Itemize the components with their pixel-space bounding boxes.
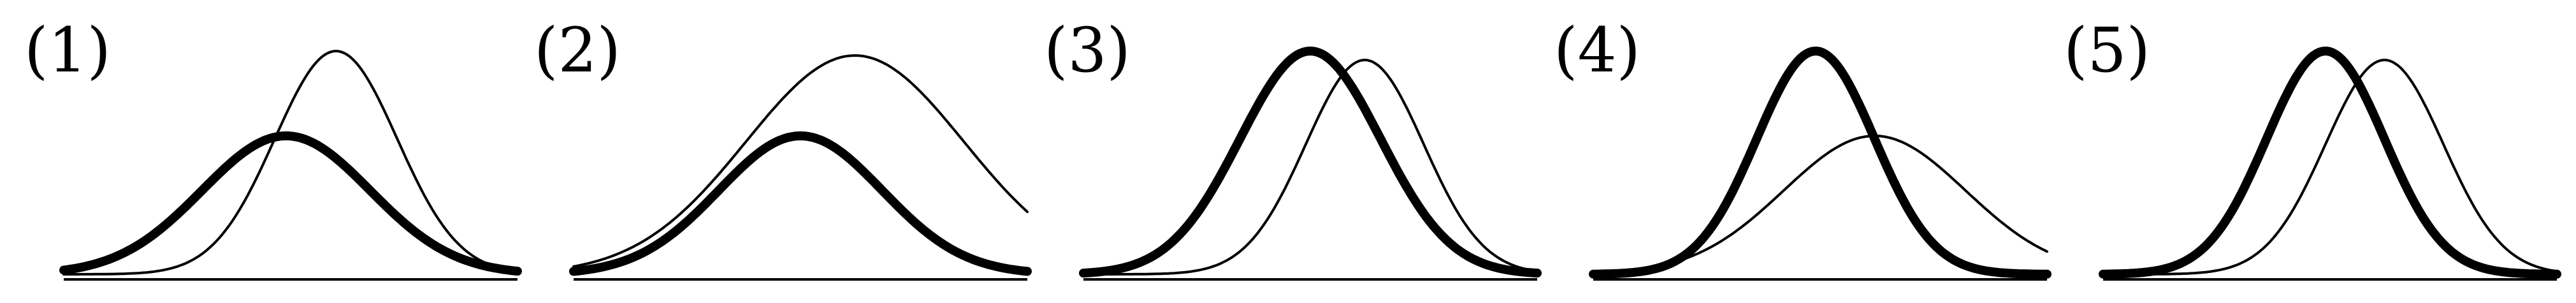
panel-2-thin-curve	[572, 54, 1029, 268]
panel-4-label: (4)	[1554, 15, 1640, 86]
panel-2-label: (2)	[534, 15, 621, 86]
panel-5: (5)	[2064, 15, 2561, 281]
panel-1-thick-curve	[59, 131, 522, 276]
panel-3-thick-curve	[1079, 47, 1542, 278]
panel-4-thick-curve	[1589, 47, 2051, 279]
panel-3: (3)	[1044, 15, 1542, 281]
panel-5-thick-curve	[2099, 47, 2561, 279]
panel-3-thin-curve	[1082, 59, 1538, 276]
panel-1: (1)	[24, 15, 522, 281]
panel-4: (4)	[1554, 15, 2051, 281]
panel-4-thin-curve	[1592, 135, 2048, 275]
panel-2-thick-curve	[569, 131, 1032, 276]
panel-2: (2)	[534, 15, 1032, 281]
panel-3-label: (3)	[1044, 15, 1131, 86]
panel-1-label: (1)	[24, 15, 111, 86]
panel-5-label: (5)	[2064, 15, 2150, 86]
panel-5-thin-curve	[2102, 59, 2558, 276]
panel-1-thin-curve	[62, 50, 519, 276]
